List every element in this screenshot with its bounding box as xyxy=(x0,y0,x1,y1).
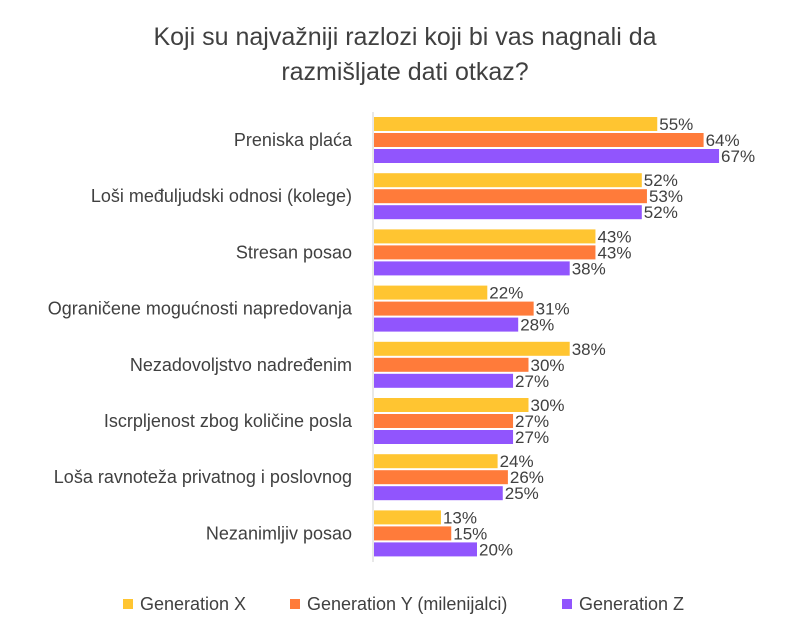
bars xyxy=(374,117,720,557)
bar xyxy=(374,317,519,332)
category-label: Loša ravnoteža privatnog i poslovnog xyxy=(54,467,352,487)
data-label: 67% xyxy=(721,147,755,166)
data-label: 27% xyxy=(515,372,549,391)
bar xyxy=(374,189,647,204)
bar xyxy=(374,486,503,501)
data-label: 20% xyxy=(479,540,513,559)
bar xyxy=(374,261,570,276)
legend-label: Generation Y (milenijalci) xyxy=(307,594,507,614)
data-label: 31% xyxy=(536,300,570,319)
legend-swatch xyxy=(123,599,133,609)
data-label: 52% xyxy=(644,203,678,222)
legend-swatch xyxy=(290,599,300,609)
category-label: Iscrpljenost zbog količine posla xyxy=(104,411,353,431)
legend-label: Generation Z xyxy=(579,594,684,614)
bar xyxy=(374,542,477,557)
data-label: 38% xyxy=(572,340,606,359)
data-labels: 55%64%67%52%53%52%43%43%38%22%31%28%38%3… xyxy=(443,115,755,559)
category-label: Nezadovoljstvo nadređenim xyxy=(130,355,352,375)
legend-label: Generation X xyxy=(140,594,246,614)
bar xyxy=(374,414,514,428)
chart-title: Koji su najvažniji razlozi koji bi vas n… xyxy=(153,23,656,86)
bar xyxy=(374,510,441,525)
data-label: 13% xyxy=(443,508,477,527)
bar xyxy=(374,526,452,541)
category-labels: Preniska plaća Loši međuljudski odnosi (k… xyxy=(48,130,353,543)
bar xyxy=(374,285,488,300)
data-label: 22% xyxy=(489,284,523,303)
data-label: 27% xyxy=(515,428,549,447)
category-label: Loši međuljudski odnosi (kolege) xyxy=(91,186,352,206)
data-label: 53% xyxy=(649,187,683,206)
bar xyxy=(374,117,658,131)
data-label: 52% xyxy=(644,171,678,190)
legend: Generation X Generation Y (milenijalci) Ge… xyxy=(123,594,684,614)
bar xyxy=(374,470,508,485)
data-label: 30% xyxy=(531,396,565,415)
bar xyxy=(374,301,534,316)
data-label: 55% xyxy=(659,115,693,134)
data-label: 43% xyxy=(597,243,631,262)
bar xyxy=(374,133,704,147)
data-label: 15% xyxy=(453,524,487,543)
bar xyxy=(374,205,642,220)
category-label: Ograničene mogućnosti napredovanja xyxy=(48,299,353,319)
category-label: Stresan posao xyxy=(236,242,352,262)
data-label: 27% xyxy=(515,412,549,431)
bar xyxy=(374,398,529,412)
data-label: 64% xyxy=(706,131,740,150)
chart-title-line: Koji su najvažniji razlozi koji bi vas n… xyxy=(153,23,656,51)
bar xyxy=(374,229,596,244)
data-label: 43% xyxy=(597,227,631,246)
bar xyxy=(374,173,642,188)
data-label: 26% xyxy=(510,468,544,487)
bar xyxy=(374,454,498,469)
category-label: Nezanimljiv posao xyxy=(206,523,352,543)
data-label: 30% xyxy=(531,356,565,375)
data-label: 38% xyxy=(572,259,606,278)
bar xyxy=(374,357,529,372)
bar xyxy=(374,245,596,260)
data-label: 25% xyxy=(505,484,539,503)
data-label: 28% xyxy=(520,316,554,335)
chart-title-line: razmišljate dati otkaz? xyxy=(281,58,528,86)
bar xyxy=(374,430,514,444)
bar xyxy=(374,341,570,356)
bar xyxy=(374,373,514,388)
legend-swatch xyxy=(562,599,572,609)
bar xyxy=(374,149,720,163)
data-label: 24% xyxy=(500,452,534,471)
category-label: Preniska plaća xyxy=(234,130,353,150)
